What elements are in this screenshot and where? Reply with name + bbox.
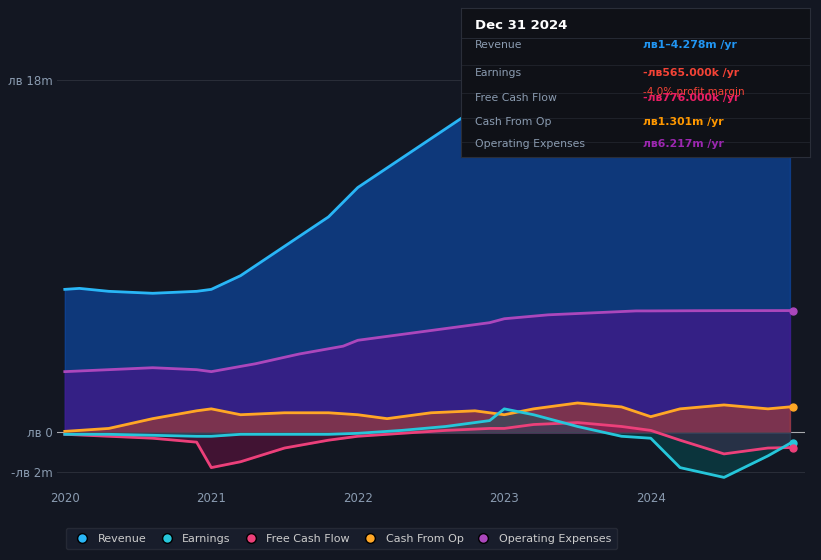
- Text: лв1–4.278m /yr: лв1–4.278m /yr: [643, 40, 736, 50]
- Text: Free Cash Flow: Free Cash Flow: [475, 93, 557, 103]
- Text: Cash From Op: Cash From Op: [475, 116, 552, 127]
- Text: лв1.301m /yr: лв1.301m /yr: [643, 116, 723, 127]
- Text: -лв776.000k /yr: -лв776.000k /yr: [643, 93, 739, 103]
- Text: -лв565.000k /yr: -лв565.000k /yr: [643, 68, 739, 78]
- Text: Dec 31 2024: Dec 31 2024: [475, 19, 568, 32]
- Text: Earnings: Earnings: [475, 68, 522, 78]
- Text: -4.0% profit margin: -4.0% profit margin: [643, 87, 745, 97]
- Text: лв6.217m /yr: лв6.217m /yr: [643, 139, 724, 149]
- Text: Operating Expenses: Operating Expenses: [475, 139, 585, 149]
- Text: Revenue: Revenue: [475, 40, 523, 50]
- Legend: Revenue, Earnings, Free Cash Flow, Cash From Op, Operating Expenses: Revenue, Earnings, Free Cash Flow, Cash …: [66, 528, 617, 549]
